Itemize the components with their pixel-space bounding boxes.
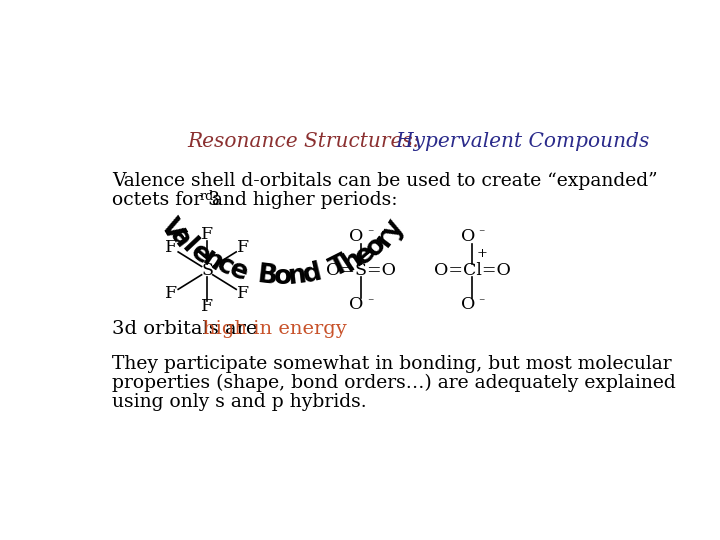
Text: a: a: [164, 224, 195, 253]
Text: B: B: [256, 262, 279, 291]
Text: O: O: [461, 296, 475, 313]
Text: ⁻: ⁻: [367, 296, 373, 309]
Text: They participate somewhat in bonding, but most molecular: They participate somewhat in bonding, bu…: [112, 355, 672, 373]
Text: O: O: [461, 228, 475, 245]
Text: and higher periods:: and higher periods:: [206, 191, 397, 209]
Text: F: F: [201, 226, 213, 244]
Text: h: h: [338, 245, 368, 277]
Text: O: O: [349, 296, 364, 313]
Text: Resonance Structures:: Resonance Structures:: [188, 132, 420, 151]
Text: T: T: [326, 251, 354, 282]
Text: e: e: [226, 256, 251, 286]
Text: O: O: [349, 228, 364, 245]
Text: e: e: [185, 239, 215, 270]
Text: Hypervalent Compounds: Hypervalent Compounds: [377, 132, 649, 151]
Text: ⁻: ⁻: [479, 227, 485, 240]
Text: r: r: [371, 225, 400, 251]
Text: O=Cl=O: O=Cl=O: [433, 262, 510, 279]
Text: +: +: [477, 247, 487, 260]
Text: n: n: [287, 262, 308, 290]
Text: l: l: [176, 234, 202, 259]
Text: rd: rd: [200, 190, 214, 203]
Text: properties (shape, bond orders…) are adequately explained: properties (shape, bond orders…) are ade…: [112, 374, 676, 392]
Text: y: y: [378, 215, 409, 243]
Text: O=S=O: O=S=O: [325, 262, 395, 279]
Text: n: n: [197, 245, 227, 277]
Text: high in energy: high in energy: [203, 320, 346, 338]
Text: octets for 3: octets for 3: [112, 191, 220, 209]
Text: ⁻: ⁻: [367, 227, 373, 240]
Text: F: F: [165, 239, 177, 256]
Text: ⁻: ⁻: [479, 296, 485, 309]
Text: e: e: [350, 239, 380, 270]
Text: F: F: [238, 285, 250, 302]
Text: F: F: [165, 285, 177, 302]
Text: c: c: [212, 252, 238, 282]
Text: F: F: [238, 239, 250, 256]
Text: o: o: [274, 264, 292, 290]
Text: F: F: [201, 298, 213, 315]
Text: S: S: [201, 262, 213, 279]
Text: Valence shell d-orbitals can be used to create “expanded”: Valence shell d-orbitals can be used to …: [112, 172, 658, 190]
Text: o: o: [360, 231, 392, 262]
Text: 3d orbitals are: 3d orbitals are: [112, 320, 264, 338]
Text: V: V: [155, 214, 188, 245]
Text: using only s and p hybrids.: using only s and p hybrids.: [112, 393, 367, 410]
Text: d: d: [300, 259, 324, 289]
